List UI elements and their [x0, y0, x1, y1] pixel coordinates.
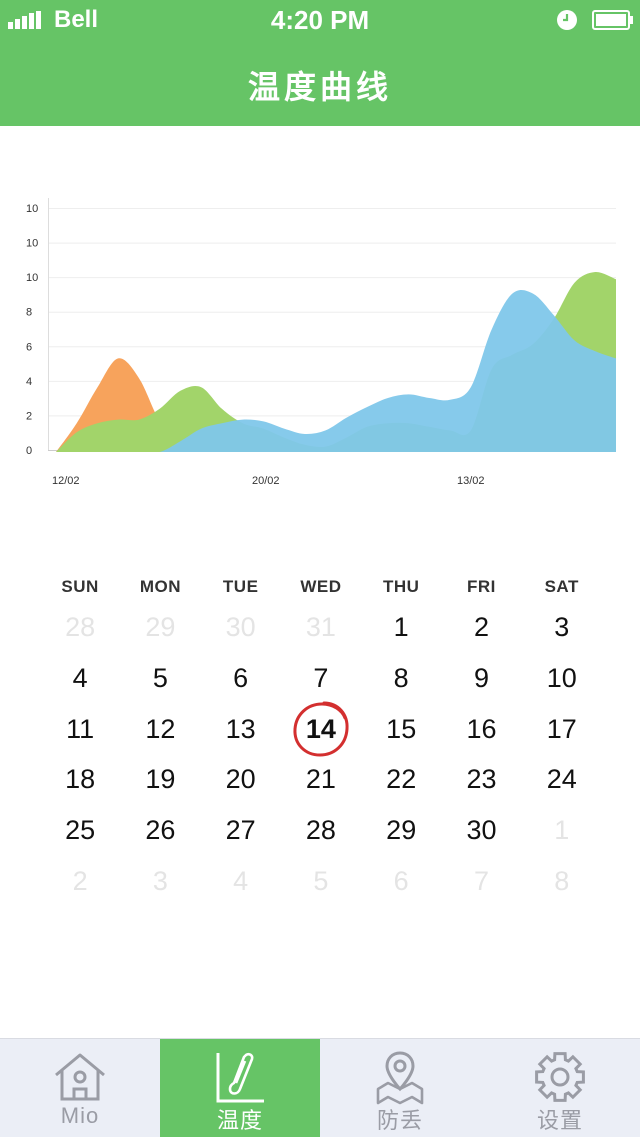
calendar-day[interactable]: 20 — [225, 764, 256, 795]
y-tick-label: 0 — [26, 445, 32, 457]
calendar-day[interactable]: 12 — [145, 713, 176, 744]
calendar-day: 4 — [233, 865, 249, 896]
y-tick-label: 2 — [26, 410, 32, 422]
tab-mio[interactable]: Mio — [0, 1039, 160, 1137]
thermometer-chart-icon — [216, 1052, 264, 1103]
tab-bar: Mio 温度 防丢 设置 — [0, 1038, 640, 1137]
calendar-day[interactable]: 9 — [473, 662, 489, 693]
calendar-day: 30 — [225, 612, 256, 642]
calendar-day[interactable]: 5 — [152, 662, 168, 693]
calendar-day: 7 — [473, 865, 489, 896]
calendar-day: 3 — [152, 865, 168, 896]
status-time: 4:20 PM — [270, 5, 370, 35]
calendar-week: 11 12 13 14 15 16 17 — [40, 701, 602, 757]
calendar-day: 2 — [72, 865, 88, 896]
tab-label: Mio — [60, 1103, 100, 1128]
calendar-day[interactable]: 27 — [225, 815, 256, 846]
calendar-day[interactable]: 4 — [72, 662, 88, 693]
y-tick-label: 8 — [26, 307, 32, 319]
temperature-chart: 0 2 4 6 8 10 10 10 12/02 20/02 13/02 — [26, 198, 616, 487]
tab-label: 温度 — [216, 1108, 263, 1133]
weekday-label: SUN — [61, 577, 99, 596]
calendar-day[interactable]: 7 — [313, 662, 329, 693]
calendar-week: 25 26 27 28 29 30 1 — [40, 805, 602, 856]
calendar-day[interactable]: 16 — [466, 713, 497, 744]
calendar-day[interactable]: 1 — [393, 612, 409, 642]
calendar: SUN MON TUE WED THU FRI SAT 28 29 30 31 1 2 3 4 5 6 7 8 9 1… — [40, 572, 602, 907]
calendar-day[interactable]: 11 — [66, 713, 95, 744]
calendar-day[interactable]: 21 — [305, 764, 336, 795]
calendar-day[interactable]: 25 — [65, 815, 96, 846]
calendar-week: 18 19 20 21 22 23 24 — [40, 754, 602, 805]
calendar-day[interactable]: 30 — [466, 815, 497, 846]
x-tick-label: 13/02 — [457, 475, 485, 487]
weekday-label: SAT — [544, 577, 579, 596]
signal-icon — [8, 11, 41, 29]
tab-temperature[interactable]: 温度 — [160, 1039, 320, 1137]
calendar-day[interactable]: 8 — [393, 662, 409, 693]
tab-settings[interactable]: 设置 — [480, 1039, 640, 1137]
calendar-grid: 28 29 30 31 1 2 3 4 5 6 7 8 9 10 11 12 13 14 15 16 17 18 19 20 2… — [40, 602, 602, 907]
weekday-label: FRI — [467, 577, 496, 596]
tab-label: 设置 — [536, 1108, 583, 1133]
status-bar: Bell 4:20 PM — [0, 0, 640, 40]
battery-icon — [592, 10, 633, 30]
x-tick-label: 12/02 — [52, 475, 80, 487]
y-tick-label: 10 — [26, 238, 38, 250]
tab-label: 防丢 — [376, 1108, 423, 1133]
y-tick-label: 10 — [26, 203, 38, 215]
calendar-day[interactable]: 29 — [386, 815, 417, 846]
y-tick-label: 4 — [26, 376, 32, 388]
calendar-day[interactable]: 15 — [386, 713, 417, 744]
calendar-day[interactable]: 18 — [65, 764, 96, 795]
weekday-label: TUE — [222, 577, 259, 596]
carrier-name: Bell — [54, 6, 99, 33]
calendar-day[interactable]: 22 — [386, 764, 417, 795]
series-area-3 — [56, 289, 616, 452]
calendar-day[interactable]: 13 — [225, 713, 256, 744]
weekday-header: SUN MON TUE WED THU FRI SAT — [40, 572, 602, 602]
alarm-clock-icon — [557, 10, 577, 30]
house-icon — [55, 1053, 105, 1101]
calendar-day-today[interactable]: 14 — [281, 701, 361, 757]
gear-icon — [535, 1052, 585, 1102]
calendar-day[interactable]: 28 — [305, 815, 336, 846]
calendar-day: 8 — [554, 865, 570, 896]
calendar-week: 28 29 30 31 1 2 3 — [40, 602, 602, 653]
x-tick-label: 20/02 — [252, 475, 280, 487]
weekday-label: WED — [300, 577, 342, 596]
calendar-day[interactable]: 17 — [546, 713, 577, 744]
calendar-day: 29 — [145, 612, 176, 642]
series-area-2 — [56, 271, 616, 452]
calendar-week: 2 3 4 5 6 7 8 — [40, 856, 602, 907]
calendar-day[interactable]: 3 — [554, 612, 570, 642]
page-title: 温度曲线 — [247, 69, 392, 105]
calendar-day[interactable]: 6 — [233, 662, 249, 693]
calendar-day: 1 — [554, 815, 570, 846]
calendar-day: 31 — [305, 612, 336, 642]
map-pin-icon — [376, 1051, 424, 1105]
calendar-day[interactable]: 24 — [546, 764, 577, 795]
calendar-day: 6 — [393, 865, 409, 896]
calendar-day[interactable]: 19 — [145, 764, 176, 795]
nav-bar: 温度曲线 — [0, 40, 640, 126]
calendar-day: 5 — [313, 865, 329, 896]
calendar-week: 4 5 6 7 8 9 10 — [40, 653, 602, 704]
tab-anti-lost[interactable]: 防丢 — [320, 1039, 480, 1137]
weekday-label: MON — [139, 577, 181, 596]
calendar-day-number: 14 — [305, 713, 336, 744]
calendar-day[interactable]: 26 — [145, 815, 176, 846]
calendar-day[interactable]: 23 — [466, 764, 497, 795]
y-tick-label: 10 — [26, 272, 38, 284]
weekday-label: THU — [382, 577, 420, 596]
calendar-day[interactable]: 2 — [473, 612, 489, 642]
calendar-day: 28 — [65, 612, 96, 642]
y-tick-label: 6 — [26, 341, 32, 353]
calendar-day[interactable]: 10 — [546, 662, 577, 693]
